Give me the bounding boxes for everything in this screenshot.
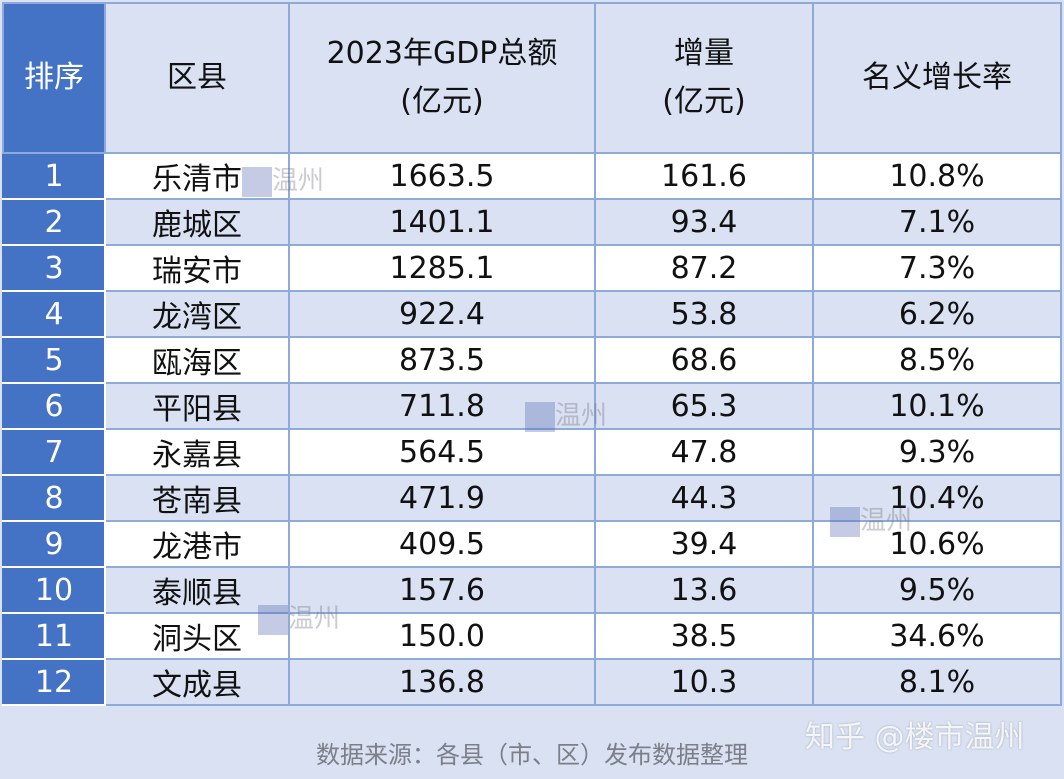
increase-cell: 53.8 <box>594 290 814 338</box>
rank-cell: 3 <box>2 244 106 292</box>
increase-cell: 38.5 <box>594 612 814 660</box>
table-row: 9 龙港市 409.5 39.4 10.6% <box>2 520 1062 568</box>
increase-cell: 87.2 <box>594 244 814 292</box>
district-cell: 平阳县 <box>104 382 290 430</box>
growth-rate-cell: 10.1% <box>812 382 1062 430</box>
header-district: 区县 <box>104 2 290 154</box>
table-row: 8 苍南县 471.9 44.3 10.4% <box>2 474 1062 522</box>
district-cell: 泰顺县 <box>104 566 290 614</box>
table-row: 7 永嘉县 564.5 47.8 9.3% <box>2 428 1062 476</box>
district-cell: 瑞安市 <box>104 244 290 292</box>
rank-cell: 2 <box>2 198 106 246</box>
increase-cell: 13.6 <box>594 566 814 614</box>
table-row: 6 平阳县 711.8 65.3 10.1% <box>2 382 1062 430</box>
growth-rate-cell: 10.8% <box>812 152 1062 200</box>
increase-cell: 65.3 <box>594 382 814 430</box>
district-cell: 瓯海区 <box>104 336 290 384</box>
growth-rate-cell: 34.6% <box>812 612 1062 660</box>
gdp-ranking-table: 排序 区县 2023年GDP总额 (亿元) 增量 (亿元) 名义增长率 1 乐清市… <box>2 2 1062 706</box>
growth-rate-cell: 8.5% <box>812 336 1062 384</box>
table-row: 1 乐清市 1663.5 161.6 10.8% <box>2 152 1062 200</box>
header-increase: 增量 (亿元) <box>594 2 814 154</box>
rank-cell: 9 <box>2 520 106 568</box>
gdp-cell: 471.9 <box>288 474 596 522</box>
rank-cell: 7 <box>2 428 106 476</box>
table-row: 3 瑞安市 1285.1 87.2 7.3% <box>2 244 1062 292</box>
rank-cell: 12 <box>2 658 106 706</box>
gdp-cell: 1663.5 <box>288 152 596 200</box>
increase-cell: 161.6 <box>594 152 814 200</box>
table-row: 4 龙湾区 922.4 53.8 6.2% <box>2 290 1062 338</box>
header-gdp: 2023年GDP总额 (亿元) <box>288 2 596 154</box>
growth-rate-cell: 9.5% <box>812 566 1062 614</box>
increase-cell: 44.3 <box>594 474 814 522</box>
gdp-cell: 157.6 <box>288 566 596 614</box>
district-cell: 洞头区 <box>104 612 290 660</box>
gdp-cell: 564.5 <box>288 428 596 476</box>
rank-cell: 1 <box>2 152 106 200</box>
district-cell: 苍南县 <box>104 474 290 522</box>
district-cell: 乐清市 <box>104 152 290 200</box>
table-header-row: 排序 区县 2023年GDP总额 (亿元) 增量 (亿元) 名义增长率 <box>2 2 1062 154</box>
district-cell: 龙港市 <box>104 520 290 568</box>
increase-cell: 47.8 <box>594 428 814 476</box>
table-row: 12 文成县 136.8 10.3 8.1% <box>2 658 1062 706</box>
growth-rate-cell: 7.1% <box>812 198 1062 246</box>
gdp-cell: 136.8 <box>288 658 596 706</box>
growth-rate-cell: 6.2% <box>812 290 1062 338</box>
data-source-note: 数据来源：各县（市、区）发布数据整理 <box>316 741 748 769</box>
district-cell: 永嘉县 <box>104 428 290 476</box>
rank-cell: 10 <box>2 566 106 614</box>
growth-rate-cell: 9.3% <box>812 428 1062 476</box>
increase-cell: 39.4 <box>594 520 814 568</box>
header-growth-rate: 名义增长率 <box>812 2 1062 154</box>
gdp-cell: 711.8 <box>288 382 596 430</box>
gdp-cell: 150.0 <box>288 612 596 660</box>
gdp-cell: 409.5 <box>288 520 596 568</box>
growth-rate-cell: 7.3% <box>812 244 1062 292</box>
district-cell: 龙湾区 <box>104 290 290 338</box>
gdp-cell: 922.4 <box>288 290 596 338</box>
district-cell: 文成县 <box>104 658 290 706</box>
rank-cell: 8 <box>2 474 106 522</box>
rank-cell: 11 <box>2 612 106 660</box>
zhihu-watermark: 知乎 @楼市温州 <box>805 720 1025 755</box>
gdp-cell: 873.5 <box>288 336 596 384</box>
growth-rate-cell: 10.6% <box>812 520 1062 568</box>
table-row: 11 洞头区 150.0 38.5 34.6% <box>2 612 1062 660</box>
header-rank: 排序 <box>2 2 106 154</box>
table-row: 2 鹿城区 1401.1 93.4 7.1% <box>2 198 1062 246</box>
growth-rate-cell: 8.1% <box>812 658 1062 706</box>
table-row: 10 泰顺县 157.6 13.6 9.5% <box>2 566 1062 614</box>
table-body: 1 乐清市 1663.5 161.6 10.8% 2 鹿城区 1401.1 93.4 7.1% 3 瑞… <box>2 152 1062 706</box>
increase-cell: 93.4 <box>594 198 814 246</box>
growth-rate-cell: 10.4% <box>812 474 1062 522</box>
rank-cell: 5 <box>2 336 106 384</box>
rank-cell: 6 <box>2 382 106 430</box>
gdp-cell: 1401.1 <box>288 198 596 246</box>
gdp-cell: 1285.1 <box>288 244 596 292</box>
table-row: 5 瓯海区 873.5 68.6 8.5% <box>2 336 1062 384</box>
rank-cell: 4 <box>2 290 106 338</box>
increase-cell: 10.3 <box>594 658 814 706</box>
increase-cell: 68.6 <box>594 336 814 384</box>
district-cell: 鹿城区 <box>104 198 290 246</box>
